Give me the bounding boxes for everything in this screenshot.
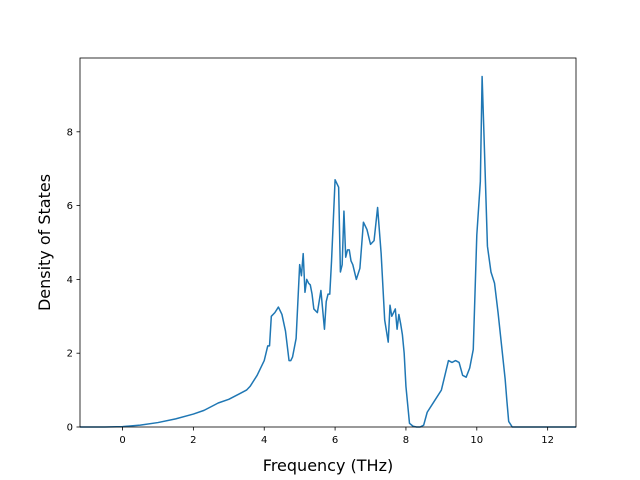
x-tick-label: 0 <box>119 435 125 446</box>
plot-frame <box>79 57 577 428</box>
y-tick-label: 6 <box>67 201 73 212</box>
y-tick-label: 0 <box>67 423 73 434</box>
x-tick-label: 2 <box>190 435 196 446</box>
y-axis-ticks: 0 2 4 6 8 <box>67 127 80 434</box>
x-tick-label: 12 <box>541 435 554 446</box>
series-layer <box>80 75 576 428</box>
dos-series-line <box>80 75 576 428</box>
x-axis-ticks: 0 2 4 6 8 10 12 <box>119 427 554 446</box>
y-tick-label: 4 <box>67 275 73 286</box>
y-tick-label: 2 <box>67 349 73 360</box>
y-axis-label: Density of States <box>35 174 54 311</box>
x-tick-label: 8 <box>403 435 409 446</box>
x-tick-label: 10 <box>470 435 483 446</box>
plot-area <box>80 58 576 427</box>
x-tick-label: 4 <box>261 435 267 446</box>
x-tick-label: 6 <box>332 435 338 446</box>
x-axis-label: Frequency (THz) <box>263 456 393 475</box>
y-tick-label: 8 <box>67 127 73 138</box>
